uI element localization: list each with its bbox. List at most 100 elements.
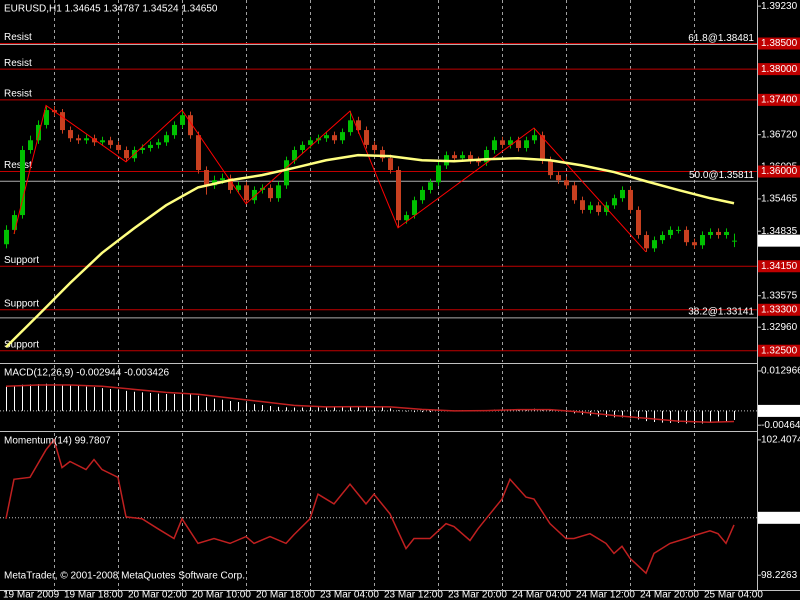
candle-body [436,165,441,183]
candle-body [348,120,353,133]
y-tick-label: 0.012966 [761,366,800,377]
candle-body [412,200,417,216]
candle-body [172,124,177,136]
candle-body [588,205,593,210]
x-tick-label: 25 Mar 04:00 [704,590,763,600]
x-tick-label: 23 Mar 20:00 [448,590,507,600]
candle-body [92,138,97,143]
candle-body [68,130,73,139]
candle-body [580,200,585,210]
candle-body [36,124,41,141]
macd-title: MACD(12,26,9) -0.002944 -0.003426 [4,368,170,379]
candle-body [180,115,185,125]
momentum-line [5,438,735,575]
candle-body [508,140,513,145]
candle-body [572,185,577,201]
marks-layer [4,104,737,575]
candle-body [556,175,561,181]
candle-body [268,187,273,199]
level-price-label: 1.37400 [761,94,798,105]
candle-body [60,112,65,131]
candle-body [340,132,345,141]
chart-title: EURUSD,H1 1.34645 1.34787 1.34524 1.3465… [4,4,218,15]
level-price-box [758,93,800,106]
last-price-box [758,234,800,247]
candle-body [84,138,89,141]
candle-body [204,169,209,186]
candle-body [476,160,481,163]
candle-body [564,180,569,186]
level-price-label: 1.36000 [761,166,798,177]
y-tick-label: -0.00464 [761,420,800,431]
candle-body [252,189,257,201]
y-tick-label: 1.32960 [761,322,798,333]
candle-body [628,189,633,210]
zigzag-line [13,104,647,253]
candle-body [388,158,393,170]
candle-body [156,142,161,145]
level-price-box [758,165,800,178]
copyright: MetaTrader, © 2001-2008 MetaQuotes Softw… [4,571,245,582]
candle-body [516,140,521,148]
candle-body [44,110,49,125]
level-price-box [758,260,800,273]
candle-body [100,140,105,143]
x-tick-label: 23 Mar 04:00 [320,590,379,600]
candle-body [12,215,17,230]
candle-body [692,242,697,246]
level-price-label: 1.34150 [761,261,798,272]
candle-body [468,155,473,161]
candle-body [452,155,457,159]
candle-body [644,235,649,249]
candle-body [116,144,121,151]
level-price-label: 1.33300 [761,304,798,315]
candle-body [716,231,721,236]
candle-body [188,115,193,136]
level-name: Resist [4,88,32,99]
candle-body [140,147,145,151]
candle-body [276,185,281,199]
candle-body [636,209,641,236]
candle-body [732,240,737,242]
candle-body [236,185,241,190]
x-tick-label: 19 Mar 2009 [3,590,60,600]
candle-body [308,140,313,145]
candle-body [324,135,329,139]
candle-body [284,160,289,186]
level-price-box [758,303,800,316]
candle-body [164,135,169,143]
candle-body [428,182,433,190]
candle-body [484,150,489,163]
y-tick-label: 0.00000 [761,406,798,417]
level-name: Support [4,255,39,266]
y-tick-label: 1.34835 [761,226,798,237]
candle-body [684,229,689,243]
candle-body [300,144,305,151]
x-tick-label: 20 Mar 10:00 [192,590,251,600]
candle-body [380,150,385,159]
y-tick-label: 1.36720 [761,129,798,140]
x-tick-label: 20 Mar 18:00 [256,590,315,600]
level-name: Support [4,339,39,350]
last-price-label: 1.34650 [761,235,798,246]
level-name: Resist [4,58,32,69]
candle-body [620,189,625,199]
y-tick-label: 1.39230 [761,1,798,12]
level-name: Support [4,298,39,309]
y-tick-label: 1.35465 [761,194,798,205]
x-tick-label: 24 Mar 20:00 [640,590,699,600]
candle-body [420,189,425,201]
candle-body [244,185,249,201]
candle-body [540,135,545,161]
candle-body [372,144,377,151]
candle-body [4,229,9,245]
level-name: Resist [4,160,32,171]
macd-signal [5,384,735,424]
candle-body [596,205,601,212]
candle-body [124,150,129,159]
level-price-label: 1.38500 [761,38,798,49]
candle-body [700,235,705,246]
